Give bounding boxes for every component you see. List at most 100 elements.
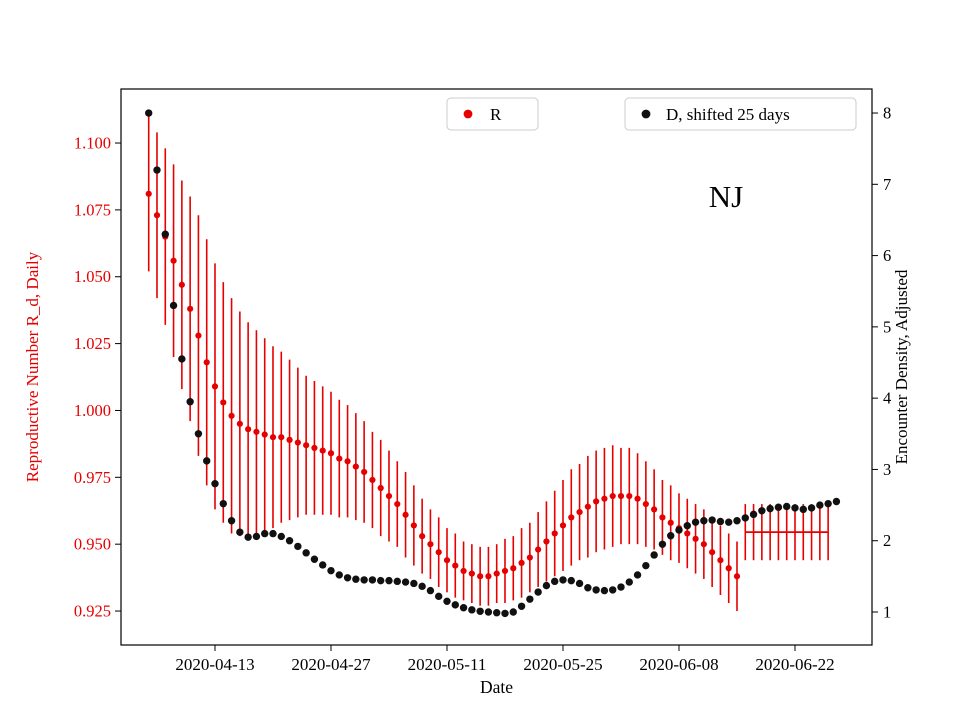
d-point [567, 576, 575, 585]
d-point [493, 609, 501, 617]
d-point [807, 504, 816, 512]
d-point [625, 578, 633, 586]
r-point [402, 511, 409, 518]
r-point [725, 565, 732, 572]
r-point [584, 503, 591, 510]
r-point [443, 557, 451, 564]
d-point [385, 576, 393, 585]
d-point [700, 517, 708, 525]
r-point [303, 442, 310, 449]
d-point [534, 588, 542, 596]
d-point [319, 561, 327, 569]
r-point [526, 554, 533, 561]
y-left-tick-label: 1.025 [74, 334, 111, 353]
d-point [650, 551, 658, 559]
r-point [510, 565, 517, 572]
x-tick-label: 2020-05-25 [523, 655, 602, 674]
r-point [211, 383, 219, 390]
r-point [203, 359, 210, 366]
r-point [253, 428, 260, 435]
r-point [336, 455, 343, 462]
legend-marker-icon [641, 109, 651, 119]
r-point [568, 514, 575, 521]
d-point [393, 577, 401, 586]
r-point [543, 538, 550, 545]
r-point [319, 447, 326, 454]
r-point [278, 434, 285, 441]
d-point [526, 595, 534, 603]
legend-marker-icon [463, 109, 473, 119]
d-point [410, 579, 418, 588]
d-point [352, 575, 360, 583]
r-point [452, 562, 459, 569]
legend-frame [446, 97, 539, 131]
y-right-tick-label: 4 [883, 389, 891, 408]
d-point [741, 514, 749, 522]
plot-border [120, 88, 873, 646]
d-point [575, 579, 584, 588]
r-forecast [744, 504, 829, 561]
d-point [468, 606, 476, 614]
d-series-points [145, 109, 841, 618]
d-point [708, 516, 716, 524]
d-point [443, 597, 451, 606]
d-point [194, 430, 203, 438]
y-right-tick-label: 3 [883, 460, 891, 479]
legend-box-d: D, shifted 25 days [624, 97, 857, 131]
d-point [832, 497, 841, 506]
r-point [195, 332, 202, 339]
r-point [419, 533, 426, 540]
d-point [335, 571, 343, 579]
r-point [344, 458, 351, 465]
y-axis-left: 0.925 0.950 0.975 1.000 1.025 1.050 1.075 1.100 [74, 134, 121, 621]
d-point [426, 586, 435, 595]
y-right-tick-label: 5 [883, 317, 891, 336]
d-point [559, 576, 567, 584]
y-right-tick-label: 1 [883, 602, 891, 621]
d-point [435, 592, 443, 601]
y-right-tick-label: 8 [883, 104, 891, 123]
r-point [700, 541, 707, 548]
r-point [518, 559, 525, 566]
d-point [360, 576, 368, 584]
d-point [791, 504, 799, 512]
r-point [593, 498, 600, 505]
d-point [377, 576, 385, 585]
d-point [153, 166, 161, 174]
d-point [551, 577, 559, 586]
r-point [659, 514, 666, 521]
d-point [219, 499, 227, 508]
r-point [692, 535, 699, 542]
d-point [509, 608, 517, 616]
d-point [642, 561, 650, 570]
y-right-tick-label: 2 [883, 531, 891, 550]
r-point [269, 434, 277, 441]
r-point [717, 557, 724, 564]
r-point [294, 439, 301, 446]
d-point [368, 576, 377, 584]
d-point [401, 578, 410, 586]
r-point [352, 463, 359, 470]
d-point [691, 518, 700, 526]
d-point [592, 586, 600, 594]
r-point [493, 570, 500, 577]
d-point [716, 517, 725, 526]
r-point [709, 549, 716, 556]
d-point [600, 586, 609, 595]
d-point [501, 609, 509, 618]
r-point [178, 281, 185, 288]
d-point [451, 601, 459, 609]
r-series-points [145, 190, 741, 580]
r-point [435, 549, 442, 556]
d-point [211, 479, 219, 488]
r-point [394, 500, 401, 508]
r-point [245, 426, 252, 433]
d-point [285, 537, 294, 545]
r-point [576, 508, 583, 516]
d-point [476, 607, 484, 615]
r-point [634, 495, 641, 502]
d-point [302, 549, 310, 557]
d-point [310, 555, 319, 563]
r-point [468, 570, 475, 577]
d-point [145, 109, 153, 117]
